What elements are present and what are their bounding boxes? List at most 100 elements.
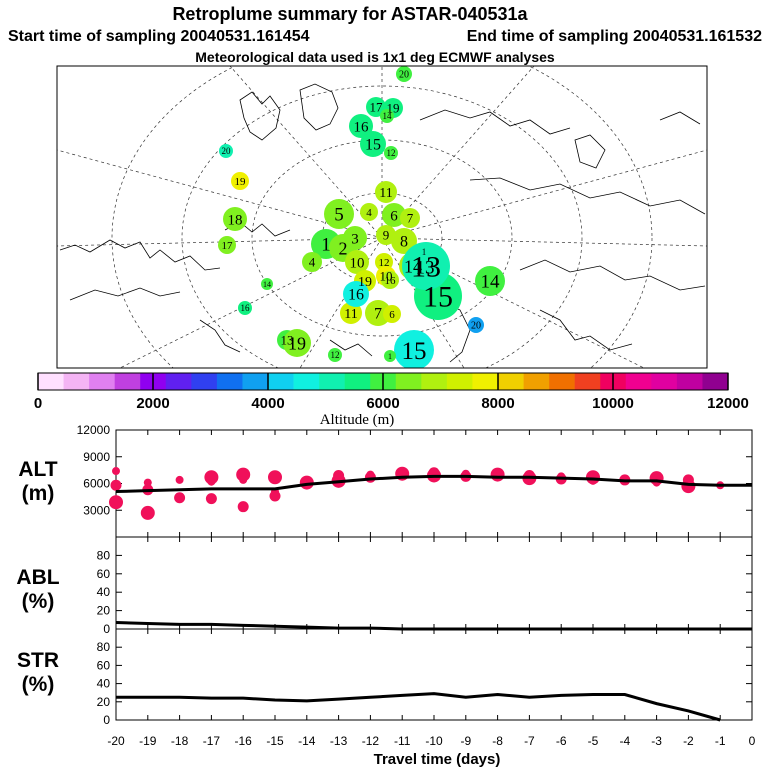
y-tick-label: 40 xyxy=(97,677,111,691)
map-circle xyxy=(391,228,417,254)
y-tick-label: 80 xyxy=(97,640,111,654)
abl-panel-unit: (%) xyxy=(22,590,55,613)
alt-dot xyxy=(112,467,120,476)
str-panel-label: STR xyxy=(17,649,59,672)
map-circle-label: 19 xyxy=(387,101,400,116)
colorbar-cell xyxy=(676,373,703,390)
str-line xyxy=(116,692,721,722)
y-tick-label: 20 xyxy=(97,695,111,709)
str-panel-frame xyxy=(115,628,753,721)
y-tick-label: 9000 xyxy=(83,450,110,464)
colorbar-tick-label: 6000 xyxy=(366,395,399,412)
map-circle-label: 11 xyxy=(379,186,392,201)
colorbar-cell xyxy=(702,373,729,390)
colorbar: 0 2000 4000 6000 8000 10000 12000 Altitude (m) xyxy=(34,372,749,428)
map-circle-label: 14 xyxy=(404,256,422,276)
map-circle-label: 6 xyxy=(389,309,395,321)
alt-dot xyxy=(174,492,186,504)
map-circle-label: 20 xyxy=(222,146,232,156)
x-tick-label: -9 xyxy=(460,734,471,748)
map-circle xyxy=(381,271,399,289)
colorbar-cell xyxy=(38,373,64,390)
colorbar-label: Altitude (m) xyxy=(320,412,395,428)
x-tick-label: -14 xyxy=(298,734,316,748)
colorbar-cell xyxy=(114,373,141,390)
map-circle-label: 13 xyxy=(416,258,435,279)
alt-dot xyxy=(364,471,376,483)
colorbar-cell xyxy=(344,373,371,390)
alt-panel: 3000 6000 9000 12000 ALT (m) xyxy=(18,423,753,538)
colorbar-cell xyxy=(242,373,269,390)
map-circle-label: 10 xyxy=(350,255,365,271)
colorbar-cell xyxy=(216,373,243,390)
start-time: Start time of sampling 20040531.161454 xyxy=(8,28,310,45)
map-circle xyxy=(394,330,434,368)
map-circle-label: 13 xyxy=(411,251,441,284)
map-circle xyxy=(402,242,450,290)
map-circle xyxy=(218,236,236,254)
map-circle-label: 1 xyxy=(422,247,427,257)
x-tick-label: -12 xyxy=(362,734,380,748)
main-title: Retroplume summary for ASTAR-040531a xyxy=(172,4,528,24)
map-circle-label: 14 xyxy=(263,280,271,289)
colorbar-cell xyxy=(395,373,422,390)
map-circle-label: 2 xyxy=(339,238,348,258)
alt-dot xyxy=(268,470,282,485)
map-circle-label: 14 xyxy=(383,111,393,121)
map-circle-label: 1 xyxy=(388,352,392,361)
colorbar-cell xyxy=(549,373,575,390)
map-circle-label: 12 xyxy=(379,257,390,269)
x-tick-label: -13 xyxy=(330,734,348,748)
x-tick-label: -5 xyxy=(588,734,599,748)
colorbar-cell xyxy=(498,373,524,390)
map-circle-label: 16 xyxy=(241,303,251,313)
map-circle xyxy=(365,300,391,326)
y-tick-label: 60 xyxy=(97,658,111,672)
map-circle-label: 16 xyxy=(348,287,364,304)
alt-dot xyxy=(143,478,152,487)
map-circle-label: 14 xyxy=(481,272,501,293)
map-circle-label: 13 xyxy=(281,333,294,348)
map-circle xyxy=(219,144,233,158)
colorbar-tick-label: 2000 xyxy=(136,395,169,412)
alt-mean-line xyxy=(115,474,752,494)
alt-dot xyxy=(140,505,155,520)
x-tick-label: -15 xyxy=(266,734,284,748)
x-axis-label: Travel time (days) xyxy=(374,751,501,768)
map-circle-label: 10 xyxy=(380,269,393,284)
map-circle-label: 15 xyxy=(423,281,453,314)
map-circle xyxy=(396,66,412,82)
map-circle-label: 18 xyxy=(228,212,243,228)
y-tick-label: 80 xyxy=(97,548,111,562)
colorbar-cell xyxy=(446,373,473,390)
x-tick-label: -1 xyxy=(715,734,726,748)
x-tick-label: -10 xyxy=(425,734,443,748)
met-data-note: Meteorological data used is 1x1 deg ECMW… xyxy=(195,49,555,65)
map-circle-label: 19 xyxy=(288,333,306,353)
x-tick-label: -20 xyxy=(107,734,125,748)
map-circle xyxy=(343,226,367,250)
colorbar-cell xyxy=(63,373,90,390)
map-circle-label: 4 xyxy=(366,207,372,219)
alt-panel-unit: (m) xyxy=(22,482,55,505)
map-frame xyxy=(56,65,708,369)
map-circle-label: 4 xyxy=(309,255,316,270)
map-circle xyxy=(302,252,322,272)
map-circle-label: 17 xyxy=(222,240,234,252)
y-tick-label: 40 xyxy=(97,585,111,599)
map-circle xyxy=(343,281,369,307)
colorbar-cell xyxy=(523,373,550,390)
map-circle xyxy=(380,109,394,123)
map-circle xyxy=(400,208,420,228)
colorbar-cell xyxy=(268,373,294,390)
map-circle xyxy=(376,225,396,245)
alt-dot xyxy=(239,475,248,484)
map-circle xyxy=(468,317,484,333)
map-circle xyxy=(384,350,396,362)
map-circle xyxy=(283,329,311,357)
colorbar-cell xyxy=(165,373,192,390)
map-circle xyxy=(475,266,505,296)
alt-dot xyxy=(681,479,696,494)
map-circle-label: 16 xyxy=(385,275,397,287)
